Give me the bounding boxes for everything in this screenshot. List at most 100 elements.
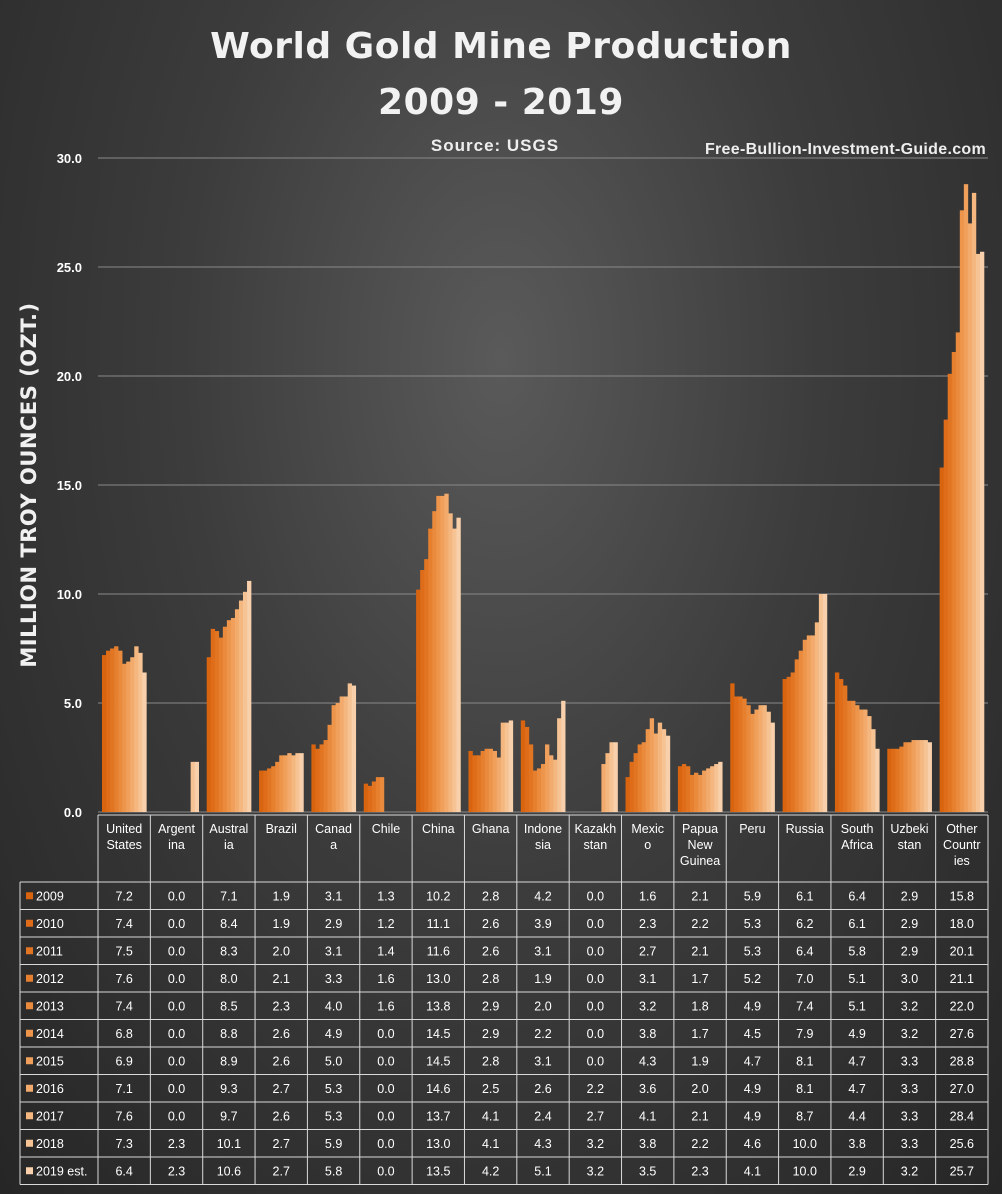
bar — [895, 748, 900, 812]
table-cell-value: 2.1 — [273, 972, 290, 986]
bar — [706, 768, 711, 812]
bar — [532, 770, 538, 812]
table-cell-value: 3.2 — [639, 999, 656, 1013]
table-cell-value: 2.9 — [325, 917, 342, 931]
bar — [613, 742, 618, 812]
bar — [943, 419, 949, 812]
bar — [138, 652, 143, 812]
bar — [218, 637, 224, 812]
bar — [420, 570, 425, 812]
table-cell-value: 3.1 — [639, 972, 656, 986]
table-cell-value: 0.0 — [377, 1164, 394, 1178]
bar — [242, 591, 248, 812]
bar — [734, 696, 739, 812]
table-cell-value: 4.1 — [639, 1109, 656, 1123]
table-cell-value: 2.6 — [534, 1082, 551, 1096]
legend-year-label: 2010 — [36, 917, 64, 931]
bar — [979, 251, 985, 813]
bar — [951, 352, 957, 812]
table-cell-value: 3.1 — [534, 944, 551, 958]
bar — [838, 679, 844, 812]
table-cell-value: 4.5 — [744, 1027, 761, 1041]
bar — [762, 705, 767, 812]
table-cell-value: 25.6 — [950, 1137, 974, 1151]
table-cell-value: 5.8 — [848, 944, 865, 958]
table-cell-value: 5.0 — [325, 1054, 342, 1068]
bar — [504, 722, 510, 812]
table-cell-value: 0.0 — [377, 1082, 394, 1096]
bar — [609, 742, 614, 812]
table-cell-value: 2.6 — [482, 917, 499, 931]
table-cell-value: 0.0 — [587, 1027, 604, 1041]
category-label: a — [330, 838, 337, 852]
table-cell-value: 3.2 — [901, 1164, 918, 1178]
bar — [730, 683, 735, 812]
category-label: Mexic — [631, 822, 664, 836]
table-cell-value: 4.9 — [744, 999, 761, 1013]
table-cell-value: 5.3 — [744, 944, 761, 958]
bar — [625, 777, 630, 812]
bar — [343, 696, 349, 812]
bar — [275, 761, 280, 812]
bar — [847, 700, 852, 812]
bar — [915, 740, 920, 812]
legend-year-label: 2014 — [36, 1027, 64, 1041]
table-cell-value: 25.7 — [950, 1164, 974, 1178]
table-cell-value: 2.6 — [273, 1054, 290, 1068]
table-cell-value: 4.7 — [848, 1054, 865, 1068]
bar — [694, 772, 699, 812]
bar — [452, 528, 457, 812]
bar — [907, 742, 912, 812]
table-cell-value: 2.2 — [534, 1027, 551, 1041]
y-tick-label: 30.0 — [57, 151, 82, 166]
bar — [802, 639, 808, 812]
legend-swatch — [26, 1112, 33, 1120]
table-cell-value: 7.6 — [115, 972, 132, 986]
bar — [540, 764, 546, 812]
bar — [456, 517, 461, 812]
category-label: ies — [954, 854, 970, 868]
bar — [746, 705, 751, 812]
table-cell-value: 2.0 — [273, 944, 290, 958]
category-label: Indone — [524, 822, 562, 836]
table-cell-value: 9.3 — [220, 1082, 237, 1096]
bar — [822, 594, 828, 812]
table-cell-value: 3.3 — [901, 1109, 918, 1123]
bar — [714, 764, 719, 812]
table-cell-value: 10.2 — [426, 889, 450, 903]
bar — [488, 748, 493, 812]
table-cell-value: 2.7 — [273, 1137, 290, 1151]
bar — [234, 609, 240, 812]
table-cell-value: 5.1 — [848, 972, 865, 986]
bar — [259, 770, 264, 812]
table-cell-value: 1.2 — [377, 917, 394, 931]
bar — [750, 713, 755, 812]
category-label: stan — [898, 838, 922, 852]
bar — [685, 766, 691, 812]
table-cell-value: 2.7 — [639, 944, 656, 958]
bar — [758, 705, 763, 812]
legend-year-label: 2016 — [36, 1082, 64, 1096]
category-label: ina — [168, 838, 185, 852]
bar — [782, 679, 787, 812]
bar — [855, 705, 860, 812]
bar — [214, 631, 220, 812]
bar — [677, 766, 683, 812]
bar — [375, 777, 381, 812]
bar — [524, 726, 530, 812]
legend-year-label: 2015 — [36, 1054, 64, 1068]
bar — [742, 698, 747, 812]
bar — [963, 184, 969, 812]
chart-subtitle: 2009 - 2019 — [378, 82, 624, 123]
y-tick-label: 0.0 — [64, 805, 82, 820]
bar — [867, 716, 872, 812]
bar — [190, 761, 195, 812]
table-cell-value: 5.1 — [534, 1164, 551, 1178]
legend-year-label: 2012 — [36, 972, 64, 986]
bar — [520, 720, 526, 812]
category-label: China — [422, 822, 455, 836]
bar — [194, 761, 200, 812]
bar — [818, 594, 824, 812]
table-cell-value: 13.8 — [426, 999, 450, 1013]
bar — [528, 744, 534, 812]
